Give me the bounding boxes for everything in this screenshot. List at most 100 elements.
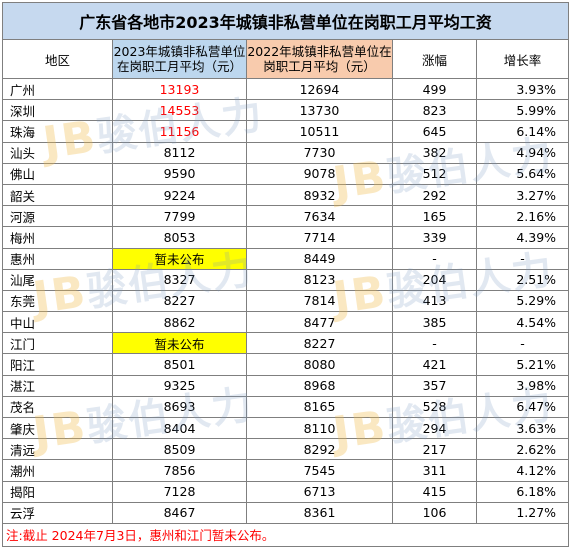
region-cell: 深圳	[2, 99, 113, 122]
growth-cell: 2.62%	[475, 438, 570, 461]
increase-cell: -	[392, 332, 477, 355]
growth-cell: 3.93%	[475, 77, 570, 101]
increase-cell: 528	[392, 395, 477, 419]
region-cell: 韶关	[2, 183, 113, 207]
growth-cell: 1.27%	[475, 501, 570, 524]
increase-cell: 413	[392, 289, 477, 313]
increase-cell: 311	[392, 459, 477, 482]
growth-cell: 2.16%	[475, 205, 570, 228]
wage-2022-cell: 7730	[246, 141, 393, 164]
table-row: 深圳 14553 13730 823 5.99%	[2, 99, 570, 122]
wage-2022-cell: 8080	[246, 353, 393, 376]
region-cell: 珠海	[2, 120, 113, 143]
increase-cell: 645	[392, 120, 477, 143]
wage-2022-cell: 7814	[246, 289, 393, 313]
wage-2022-cell: 10511	[246, 120, 393, 143]
table-row: 河源 7799 7634 165 2.16%	[2, 205, 570, 228]
table-row: 汕头 8112 7730 382 4.94%	[2, 141, 570, 164]
growth-cell: 5.99%	[475, 99, 570, 122]
increase-cell: 204	[392, 268, 477, 291]
growth-cell: 5.64%	[475, 162, 570, 185]
wage-2022-cell: 8449	[246, 247, 393, 270]
region-cell: 肇庆	[2, 416, 113, 440]
table-row: 云浮 8467 8361 106 1.27%	[2, 501, 570, 524]
table-row: 佛山 9590 9078 512 5.64%	[2, 162, 570, 185]
wage-2022-cell: 7545	[246, 459, 393, 482]
increase-cell: 421	[392, 353, 477, 376]
table-body: 广州 13193 12694 499 3.93% 深圳 14553 13730 823 5.99%…	[2, 77, 570, 524]
footnote: 注:截止 2024年7月3日，惠州和江门暂未公布。	[1, 522, 570, 547]
table-row: 惠州 暂未公布 8449- -	[2, 247, 570, 270]
wage-2023-cell: 7799	[112, 205, 247, 228]
wage-2022-cell: 7714	[246, 226, 393, 249]
table-row: 广州 13193 12694 499 3.93%	[2, 77, 570, 101]
wage-2022-cell: 8165	[246, 395, 393, 419]
growth-cell: 6.14%	[475, 120, 570, 143]
table-title: 广东省各地市2023年城镇非私营单位在岗职工月平均工资	[1, 2, 570, 40]
header-growth: 增长率	[475, 39, 570, 79]
increase-cell: 106	[392, 501, 477, 524]
header-increase: 涨幅	[392, 39, 477, 79]
wage-2022-cell: 8932	[246, 183, 393, 207]
increase-cell: 339	[392, 226, 477, 249]
region-cell: 汕头	[2, 141, 113, 164]
wage-2023-cell: 13193	[112, 77, 247, 101]
table-row: 潮州 7856 7545 311 4.12%	[2, 459, 570, 482]
growth-cell: 2.51%	[475, 268, 570, 291]
table-row: 湛江 9325 8968 357 3.98%	[2, 374, 570, 397]
wage-2023-cell: 8862	[112, 311, 247, 334]
increase-cell: 382	[392, 141, 477, 164]
wage-2022-cell: 8361	[246, 501, 393, 524]
growth-cell: 4.12%	[475, 459, 570, 482]
region-cell: 梅州	[2, 226, 113, 249]
wage-2022-cell: 12694	[246, 77, 393, 101]
wage-2022-cell: 8227	[246, 332, 393, 355]
region-cell: 茂名	[2, 395, 113, 419]
wage-2023-cell: 暂未公布	[112, 247, 247, 270]
table-row: 茂名 8693 8165 528 6.47%	[2, 395, 570, 419]
increase-cell: 512	[392, 162, 477, 185]
wage-2023-cell: 8053	[112, 226, 247, 249]
table-row: 梅州 8053 7714 339 4.39%	[2, 226, 570, 249]
wage-2022-cell: 8110	[246, 416, 393, 440]
wage-2022-cell: 8477	[246, 311, 393, 334]
table-row: 揭阳 7128 6713 415 6.18%	[2, 480, 570, 503]
growth-cell: 5.29%	[475, 289, 570, 313]
region-cell: 湛江	[2, 374, 113, 397]
growth-cell: 4.39%	[475, 226, 570, 249]
region-cell: 江门	[2, 332, 113, 355]
table-row: 清远 8509 8292 217 2.62%	[2, 438, 570, 461]
table-row: 阳江 8501 8080 421 5.21%	[2, 353, 570, 376]
region-cell: 潮州	[2, 459, 113, 482]
table-row: 韶关 9224 8932 292 3.27%	[2, 183, 570, 207]
wage-2023-cell: 7856	[112, 459, 247, 482]
region-cell: 佛山	[2, 162, 113, 185]
growth-cell: 6.18%	[475, 480, 570, 503]
wage-2023-cell: 11156	[112, 120, 247, 143]
increase-cell: 357	[392, 374, 477, 397]
region-cell: 揭阳	[2, 480, 113, 503]
wage-2022-cell: 8292	[246, 438, 393, 461]
table-row: 珠海 11156 10511 645 6.14%	[2, 120, 570, 143]
wage-2022-cell: 13730	[246, 99, 393, 122]
wage-2023-cell: 9224	[112, 183, 247, 207]
growth-cell: 4.54%	[475, 311, 570, 334]
region-cell: 广州	[2, 77, 113, 101]
wage-2023-cell: 8404	[112, 416, 247, 440]
increase-cell: 385	[392, 311, 477, 334]
region-cell: 清远	[2, 438, 113, 461]
region-cell: 云浮	[2, 501, 113, 524]
table-row: 东莞 8227 7814 413 5.29%	[2, 289, 570, 313]
growth-cell: -	[475, 247, 570, 270]
wage-2023-cell: 8227	[112, 289, 247, 313]
table-row: 江门 暂未公布 8227- -	[2, 332, 570, 355]
wage-2023-cell: 8112	[112, 141, 247, 164]
region-cell: 中山	[2, 311, 113, 334]
wage-2023-cell: 8693	[112, 395, 247, 419]
region-cell: 阳江	[2, 353, 113, 376]
wage-2023-cell: 7128	[112, 480, 247, 503]
wage-2023-cell: 9325	[112, 374, 247, 397]
region-cell: 惠州	[2, 247, 113, 270]
wage-2023-cell: 9590	[112, 162, 247, 185]
wage-2023-cell: 暂未公布	[112, 332, 247, 355]
